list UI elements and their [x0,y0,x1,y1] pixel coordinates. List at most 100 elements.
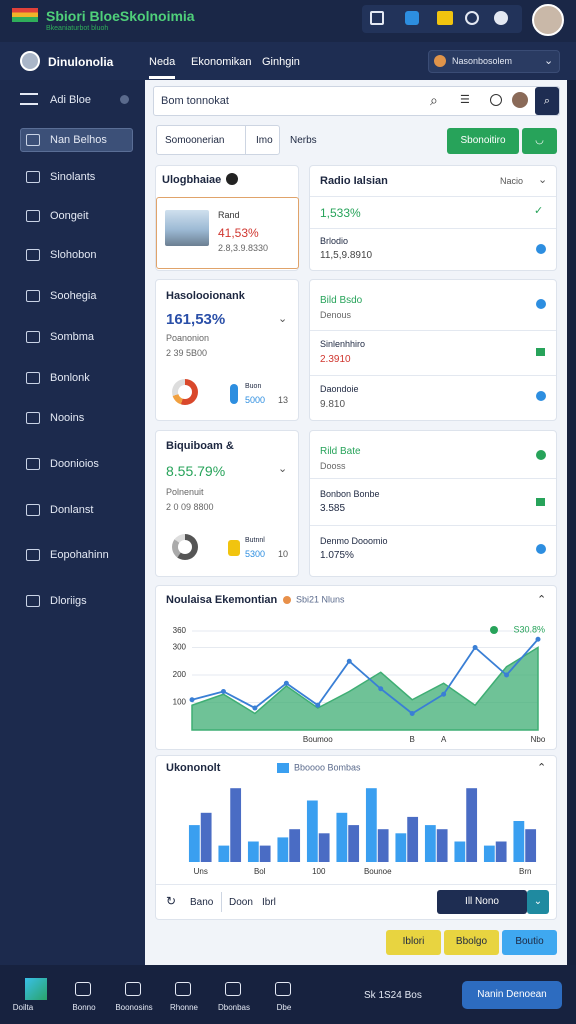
icon[interactable] [370,11,384,25]
active-item[interactable] [20,128,133,152]
action-button[interactable]: Boutio [502,930,557,955]
search-button[interactable]: ⌕ [535,87,559,115]
tab[interactable]: Ginhgin [262,56,300,68]
legend-value: 5300 [245,549,266,559]
menu-item[interactable]: Nan Belhos [50,134,107,146]
legend-label: Bboooo Bombas [294,762,361,772]
nav-icon[interactable] [25,978,47,1000]
avatar[interactable] [532,4,564,36]
menu-icon [26,331,40,343]
action-button[interactable]: Iblori [386,930,441,955]
footer-label: Doon [229,897,253,908]
menu-item[interactable]: Sombma [50,331,95,343]
card-sub: Dooss [320,461,346,471]
tab[interactable]: Ekonomikan [191,56,252,68]
x-tick-label: Uns [194,867,208,876]
nav-label[interactable]: Dbe [276,1003,292,1012]
action-button[interactable]: Bbolgo [444,930,499,955]
legend-label: Butnnl [245,537,265,544]
nav-icon[interactable] [175,982,191,996]
collapse-icon[interactable]: ⌃ [537,762,546,774]
menu-icon [26,210,40,222]
nav-icon[interactable] [225,982,241,996]
filter-group[interactable] [156,125,280,155]
card-label: Brlodio [320,236,349,246]
icon[interactable] [465,11,479,25]
legend-dot [283,596,291,604]
nav-icon[interactable] [275,982,291,996]
menu-item[interactable]: Bonlonk [50,372,90,384]
legend-swatch [230,384,238,404]
y-tick-label: 100 [173,698,187,707]
menu-item[interactable]: Nooins [50,412,85,424]
legend-label: Buon [245,383,262,390]
logo-mark [12,8,38,22]
y-tick-label: 200 [173,670,187,679]
icon[interactable] [494,11,508,25]
status-dot [536,299,546,309]
refresh-button[interactable]: ◡ [522,128,557,154]
nav-icon[interactable] [125,982,141,996]
divider [310,330,556,331]
nav-label[interactable]: Doilta [12,1003,34,1012]
x-tick-label: B [410,735,415,744]
bar [277,837,289,862]
menu-item[interactable]: Soohegia [50,290,97,302]
chevron: ⌄ [538,174,548,186]
menu-item[interactable]: Oongeit [50,210,89,222]
bar [348,825,360,862]
menu-item[interactable]: Donlanst [50,504,94,516]
nav-label[interactable]: Bonno [72,1003,96,1012]
search-icon[interactable]: ⌕ [430,92,438,108]
divider [310,375,556,376]
x-tick-label: A [441,735,447,744]
icon[interactable] [437,11,453,25]
item-value: 41,53% [218,226,259,240]
menu-icon [26,549,40,561]
collapse-icon[interactable]: ⌃ [537,594,546,606]
card-dropdown[interactable]: Nacio [500,176,524,186]
filter-select[interactable]: Somoonerian [165,135,225,146]
status-text: Sk 1S24 Bos [364,990,422,1001]
footer-button[interactable]: Ill Nono [437,890,527,914]
refresh-icon[interactable]: ↻ [166,894,177,908]
menu-item[interactable]: Dloriigs [50,595,87,607]
card-value: 161,53% [166,311,226,328]
list-icon[interactable]: ☰ [460,94,470,106]
dropdown[interactable] [428,50,560,73]
nav-button[interactable]: Nanin Denoean [462,981,562,1009]
menu-item[interactable]: Eopohahinn [50,549,109,561]
logo: Sbiori BloeSkolnoimia [46,8,195,24]
chevron[interactable]: ⌄ [278,313,288,325]
card [309,430,557,577]
icon[interactable] [405,11,419,25]
tab[interactable]: Neda [149,56,176,68]
menu-icon [26,412,40,424]
menu-item[interactable]: Slohobon [50,249,97,261]
bar [424,825,436,862]
logo-sub: Bkeaniaturbot bluoh [46,25,109,32]
nav-label[interactable]: Rhonne [169,1003,199,1012]
card [309,279,557,421]
menu-icon[interactable] [20,93,38,105]
card-title: Rild Bate [320,446,361,457]
card-label: Poanonion [166,333,210,343]
chevron[interactable]: ⌄ [278,463,288,475]
icon[interactable] [490,94,502,106]
bar [377,829,389,862]
nav-icon[interactable] [75,982,91,996]
nav-label[interactable]: Dbonbas [217,1003,251,1012]
menu-item[interactable]: Sinolants [50,171,96,183]
footer-button-toggle[interactable]: ⌄ [527,890,549,914]
primary-button[interactable]: Sbonoitiro [447,128,519,154]
point [378,686,384,692]
avatar[interactable] [20,51,40,71]
bar [318,833,330,862]
x-tick-label: Brn [519,867,531,876]
filter-label: Nerbs [290,135,317,146]
menu-item[interactable]: Doonioios [50,458,99,470]
filter-chip[interactable]: Imo [256,135,273,146]
nav-label[interactable]: Boonosins [115,1003,153,1012]
avatar[interactable] [512,92,528,108]
chevron: ⌄ [544,55,554,67]
